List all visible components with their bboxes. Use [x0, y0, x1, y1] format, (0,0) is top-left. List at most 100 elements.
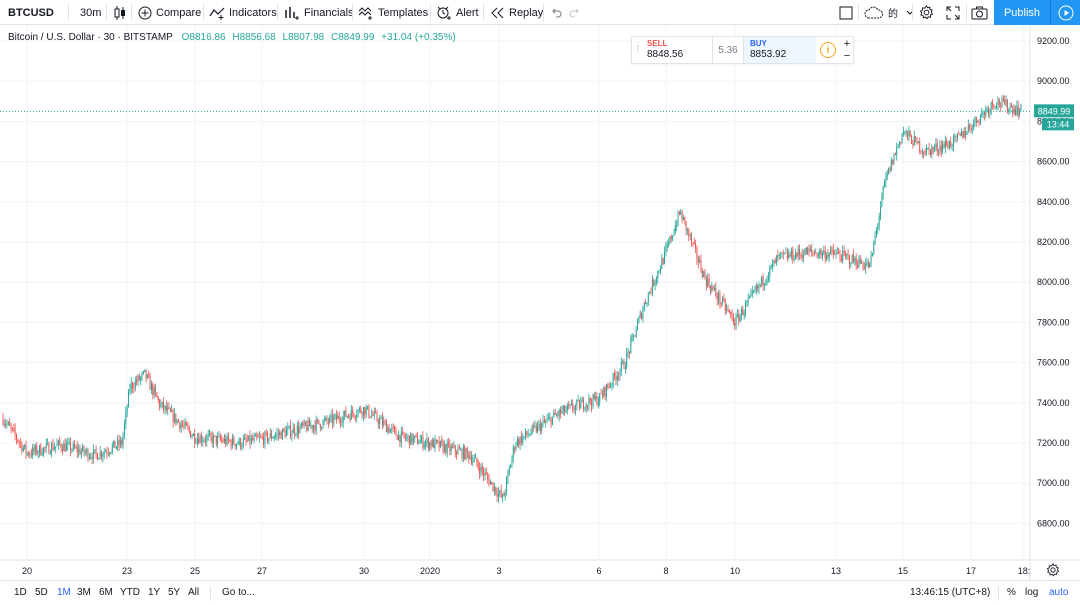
- snapshot-button[interactable]: [971, 0, 988, 25]
- range-1d[interactable]: 1D: [14, 587, 27, 598]
- candle-body: [869, 262, 871, 268]
- candle-body: [662, 258, 664, 264]
- percent-scale-toggle[interactable]: %: [1007, 587, 1016, 598]
- range-6m[interactable]: 6M: [99, 587, 113, 598]
- candle-body: [765, 282, 767, 284]
- candle-body: [861, 263, 863, 264]
- range-5y[interactable]: 5Y: [168, 587, 181, 598]
- candle-body: [13, 428, 15, 430]
- candle-body: [188, 427, 190, 432]
- symbol-description[interactable]: Bitcoin / U.S. Dollar · 30 · BITSTAMP: [8, 32, 173, 43]
- drag-handle-icon[interactable]: ⋮ ⋮: [634, 41, 642, 54]
- interval-button[interactable]: 30m: [80, 0, 101, 25]
- candle-body: [940, 145, 942, 152]
- candle-body: [942, 144, 944, 152]
- candle-body: [569, 404, 571, 406]
- candle-body: [273, 437, 275, 438]
- layout-cloud-button[interactable]: 的: [864, 0, 914, 25]
- timezone-clock[interactable]: 13:46:15 (UTC+8): [910, 587, 991, 598]
- candle-body: [726, 308, 728, 311]
- go-to-date-button[interactable]: Go to...: [222, 587, 255, 598]
- candle-body: [788, 254, 790, 259]
- candle-body: [454, 445, 456, 453]
- candle-body: [489, 482, 491, 485]
- candle-body: [820, 249, 822, 256]
- candle-body: [894, 153, 896, 155]
- redo-button[interactable]: [569, 0, 581, 25]
- candle-body: [125, 411, 127, 424]
- fullscreen-button[interactable]: [946, 0, 960, 25]
- sell-button[interactable]: SELL 8848.56: [642, 37, 712, 63]
- candle-body: [935, 143, 937, 148]
- candle-body: [746, 302, 748, 304]
- candle-body: [842, 250, 844, 261]
- candle-body: [394, 427, 395, 429]
- candle-body: [792, 249, 794, 260]
- candle-body: [437, 440, 439, 442]
- symbol-search-button[interactable]: BTCUSD: [8, 0, 54, 25]
- alert-button[interactable]: Alert: [436, 0, 479, 25]
- gear-icon: [919, 5, 934, 20]
- info-icon[interactable]: i: [820, 42, 836, 58]
- templates-button[interactable]: Templates: [358, 0, 428, 25]
- candle-body: [718, 293, 719, 300]
- candle-body: [839, 253, 841, 258]
- minus-icon[interactable]: −: [843, 50, 851, 62]
- play-button[interactable]: [1050, 0, 1080, 25]
- financials-button[interactable]: Financials: [284, 0, 354, 25]
- candle-body: [34, 445, 36, 452]
- candle-body: [373, 411, 375, 416]
- candle-body: [876, 229, 877, 236]
- range-3m[interactable]: 3M: [77, 587, 91, 598]
- time-axis[interactable]: 20 23 25 27 30 2020 3 6 8 10 13 15 17 18:: [22, 566, 1030, 576]
- candle-body: [566, 405, 568, 410]
- auto-scale-toggle[interactable]: auto: [1049, 587, 1069, 598]
- candle-body: [52, 444, 54, 450]
- candle-body: [931, 147, 933, 155]
- range-5d[interactable]: 5D: [35, 587, 48, 598]
- price-chart[interactable]: 9200.009000.008800.008600.008400.008200.…: [0, 25, 1080, 580]
- range-ytd[interactable]: YTD: [120, 587, 140, 598]
- log-scale-toggle[interactable]: log: [1025, 587, 1039, 598]
- candle-body: [666, 244, 668, 248]
- candle-body: [71, 449, 73, 451]
- replay-button[interactable]: Replay: [491, 0, 543, 25]
- candle-body: [387, 427, 389, 433]
- candle-body: [349, 415, 351, 420]
- price-axis[interactable]: 9200.009000.008800.008600.008400.008200.…: [1037, 36, 1070, 528]
- candle-body: [172, 410, 174, 422]
- chart-settings-button[interactable]: [1046, 563, 1060, 577]
- price-tick-label: 9200.00: [1037, 36, 1070, 46]
- candle-body: [128, 391, 129, 408]
- candle-body: [657, 271, 659, 279]
- candle-body: [734, 323, 736, 326]
- range-1m[interactable]: 1M: [57, 587, 71, 598]
- candle-body: [406, 437, 408, 439]
- time-tick-label: 18:: [1018, 566, 1031, 576]
- candle-body: [118, 439, 120, 446]
- candle-body: [210, 433, 212, 437]
- range-1y[interactable]: 1Y: [148, 587, 161, 598]
- indicators-button[interactable]: Indicators: [209, 0, 277, 25]
- candle-body: [450, 446, 452, 452]
- candle-body: [526, 431, 528, 436]
- chart-type-button[interactable]: [113, 0, 127, 25]
- candle-body: [658, 270, 660, 272]
- candle-body: [475, 457, 476, 459]
- candle-body: [655, 278, 657, 282]
- candle-body: [898, 141, 900, 146]
- range-all[interactable]: All: [188, 587, 200, 598]
- candle-body: [392, 427, 394, 429]
- compare-button[interactable]: Compare: [138, 0, 201, 25]
- candle-body: [597, 401, 599, 405]
- publish-button[interactable]: Publish: [994, 0, 1050, 25]
- candle-body: [464, 447, 466, 460]
- undo-button[interactable]: [550, 0, 562, 25]
- settings-button[interactable]: [919, 0, 934, 25]
- ohlc-open: O8816.86: [181, 32, 226, 43]
- candle-body: [715, 287, 717, 296]
- candle-body: [804, 248, 806, 255]
- plus-icon[interactable]: +: [843, 38, 851, 50]
- buy-button[interactable]: BUY 8853.92: [744, 37, 816, 63]
- fullscreen-toggle-button[interactable]: [839, 0, 853, 25]
